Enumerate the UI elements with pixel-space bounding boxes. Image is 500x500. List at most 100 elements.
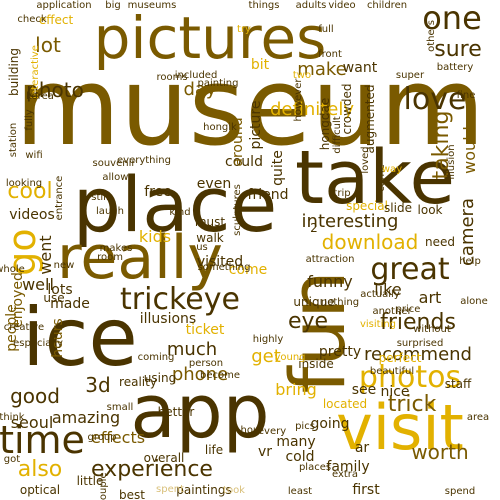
- word-others: others: [426, 20, 437, 52]
- word-quite: quite: [270, 150, 286, 186]
- word-would: would: [460, 126, 479, 174]
- word-alone: alone: [460, 296, 488, 307]
- word-took: took: [223, 485, 245, 496]
- word-family: family: [326, 459, 370, 475]
- word-small: small: [106, 402, 134, 413]
- word-come: come: [228, 262, 268, 278]
- word-spend: spend: [444, 486, 476, 497]
- word-friend: friend: [247, 187, 289, 203]
- word-looking: looking: [5, 178, 43, 189]
- word-however: however: [293, 78, 304, 122]
- word-attraction: attraction: [305, 254, 355, 265]
- word-well: well: [22, 275, 54, 294]
- word-effects: effects: [90, 428, 146, 447]
- word-definitely: definitely: [269, 99, 355, 120]
- word-highly: highly: [252, 334, 284, 345]
- word-lot: lot: [35, 33, 61, 57]
- word-overall: overall: [143, 451, 185, 465]
- word-nothing: nothing: [320, 297, 360, 308]
- word-hongik: hongik: [203, 122, 237, 133]
- word-sure: sure: [434, 37, 482, 62]
- word-price: price: [395, 304, 421, 315]
- word-front: front: [318, 49, 342, 60]
- word-first: first: [352, 482, 380, 498]
- word-special: special: [346, 199, 388, 213]
- word-pretty: pretty: [318, 344, 362, 360]
- word-trick: trick: [387, 392, 437, 417]
- word-look: look: [417, 203, 443, 217]
- word-walk: walk: [196, 231, 224, 245]
- word-illusion: illusion: [446, 144, 457, 180]
- word-visited: visited: [196, 254, 244, 270]
- word-group: group: [87, 432, 117, 443]
- word-souvenir: souvenir: [92, 158, 136, 169]
- word-must: must: [194, 215, 226, 229]
- word-young: young: [274, 352, 306, 363]
- word-many: many: [276, 434, 316, 450]
- word-use: use: [43, 291, 65, 305]
- word-recommend: recommend: [364, 344, 472, 365]
- word-application: application: [36, 0, 92, 11]
- word-least: least: [287, 486, 313, 497]
- word-creative: creative: [3, 322, 45, 333]
- word-surprised: surprised: [396, 338, 444, 349]
- word-korea: korea: [26, 91, 54, 102]
- word-kids: kids: [138, 227, 172, 246]
- word-nice: nice: [380, 384, 410, 400]
- word-make: make: [297, 59, 347, 80]
- word-cold: cold: [285, 449, 315, 465]
- word-bit: bit: [250, 57, 270, 73]
- word-beautiful: beautiful: [369, 366, 415, 377]
- word-phone: phone: [171, 364, 229, 385]
- word-couple: couple: [98, 472, 109, 500]
- word-free: free: [144, 184, 172, 200]
- word-wifi: wifi: [25, 150, 43, 161]
- word-fine: fine: [456, 90, 476, 101]
- word-3d: 3d: [85, 373, 111, 397]
- word-painting: painting: [197, 78, 239, 89]
- word-children: children: [366, 0, 408, 11]
- word-think: think: [0, 412, 25, 423]
- word-time: time: [0, 418, 85, 462]
- word-experience: experience: [91, 457, 213, 482]
- word-another: another: [372, 306, 412, 317]
- word-one: one: [422, 0, 482, 37]
- word-ar: ar: [354, 440, 370, 456]
- word-hongdae: hongdae: [318, 97, 332, 151]
- word-get: get: [251, 346, 281, 367]
- word-cool: cool: [7, 179, 53, 204]
- word-person: person: [188, 358, 224, 369]
- word-augmented: augmented: [363, 84, 377, 154]
- word-could: could: [225, 154, 263, 170]
- word-located: located: [322, 397, 368, 411]
- word-become: become: [199, 370, 241, 381]
- word-entrance: entrance: [54, 175, 65, 221]
- word-2: 2: [310, 221, 318, 235]
- word-slide: slide: [384, 201, 412, 215]
- word-interesting: interesting: [301, 211, 399, 232]
- word-visit: visit: [336, 391, 464, 464]
- word-illusions: illusions: [139, 311, 197, 327]
- word-even: even: [196, 176, 232, 192]
- word-perfect: perfect: [378, 351, 422, 365]
- word-try: try: [237, 24, 251, 35]
- word-things: things: [248, 0, 280, 11]
- word-pictures: pictures: [93, 4, 327, 72]
- word-room: room: [97, 252, 123, 263]
- word-little: little: [76, 474, 104, 488]
- word-good: good: [10, 384, 60, 408]
- word-also: also: [17, 457, 63, 482]
- word-vr: vr: [257, 444, 273, 460]
- word-help: help: [459, 256, 481, 267]
- word-amazing: amazing: [51, 408, 121, 427]
- word-ice: ice: [22, 291, 138, 384]
- word-want: want: [342, 60, 378, 76]
- word-much: much: [166, 339, 218, 360]
- word-everything: everything: [117, 155, 171, 166]
- word-going: going: [310, 416, 350, 432]
- word-day: day: [183, 79, 217, 100]
- word-museum: museum: [14, 45, 486, 170]
- word-trickeye: trickeye: [120, 282, 240, 317]
- word-ticket: ticket: [185, 322, 225, 338]
- word-like: like: [374, 280, 402, 299]
